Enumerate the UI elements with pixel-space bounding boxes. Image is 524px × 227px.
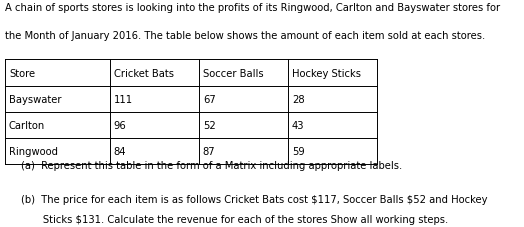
Text: 67: 67	[203, 94, 215, 104]
Text: 96: 96	[114, 121, 126, 130]
Text: the Month of January 2016. The table below shows the amount of each item sold at: the Month of January 2016. The table bel…	[5, 31, 486, 41]
Text: 59: 59	[292, 147, 304, 156]
Text: Cricket Bats: Cricket Bats	[114, 68, 174, 78]
Text: (b)  The price for each item is as follows Cricket Bats cost \$117, Soccer Balls: (b) The price for each item is as follow…	[21, 194, 487, 204]
Text: Bayswater: Bayswater	[9, 94, 61, 104]
Text: 87: 87	[203, 147, 215, 156]
Text: Hockey Sticks: Hockey Sticks	[292, 68, 361, 78]
Text: 111: 111	[114, 94, 133, 104]
Text: Sticks \$131. Calculate the revenue for each of the stores Show all working step: Sticks \$131. Calculate the revenue for …	[21, 215, 448, 225]
Text: Ringwood: Ringwood	[9, 147, 58, 156]
Text: Carlton: Carlton	[9, 121, 45, 130]
Text: A chain of sports stores is looking into the profits of its Ringwood, Carlton an: A chain of sports stores is looking into…	[5, 3, 500, 13]
Text: Store: Store	[9, 68, 35, 78]
Text: 28: 28	[292, 94, 304, 104]
Text: (a)  Represent this table in the form of a Matrix including appropriate labels.: (a) Represent this table in the form of …	[21, 160, 402, 170]
Text: 52: 52	[203, 121, 215, 130]
Text: Soccer Balls: Soccer Balls	[203, 68, 264, 78]
Text: 43: 43	[292, 121, 304, 130]
Text: 84: 84	[114, 147, 126, 156]
